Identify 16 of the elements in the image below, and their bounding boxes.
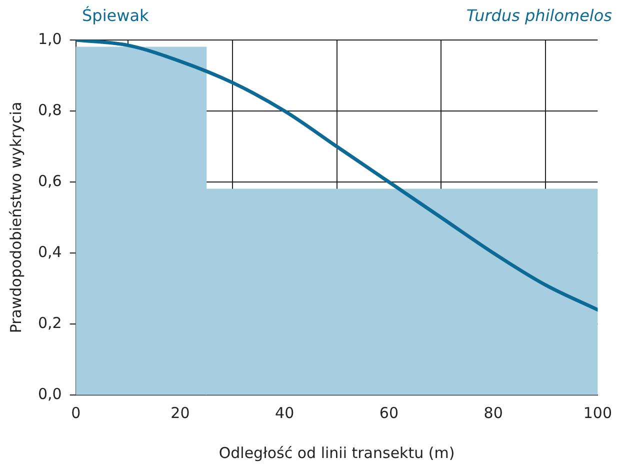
- chart-title: Śpiewak: [82, 6, 149, 25]
- x-tick-label: 0: [71, 404, 81, 422]
- x-tick-label: 20: [170, 404, 190, 422]
- x-tick-label: 40: [275, 404, 294, 422]
- y-tick-label: 0,6: [38, 172, 62, 190]
- y-tick-label: 0,8: [38, 100, 62, 119]
- x-tick-label: 60: [379, 404, 398, 422]
- y-axis-title: Prawdopodobieństwo wykrycia: [6, 102, 25, 334]
- x-tick-label: 80: [484, 404, 503, 422]
- x-tick-label: 100: [583, 404, 612, 422]
- y-tick-label: 0,0: [38, 384, 62, 403]
- y-tick-label: 0,2: [38, 314, 62, 332]
- y-tick-label: 0,4: [38, 242, 62, 261]
- y-tick-label: 1,0: [38, 30, 62, 48]
- x-axis-title: Odległość od linii transektu (m): [218, 444, 455, 462]
- chart-subtitle: Turdus philomelos: [466, 6, 612, 25]
